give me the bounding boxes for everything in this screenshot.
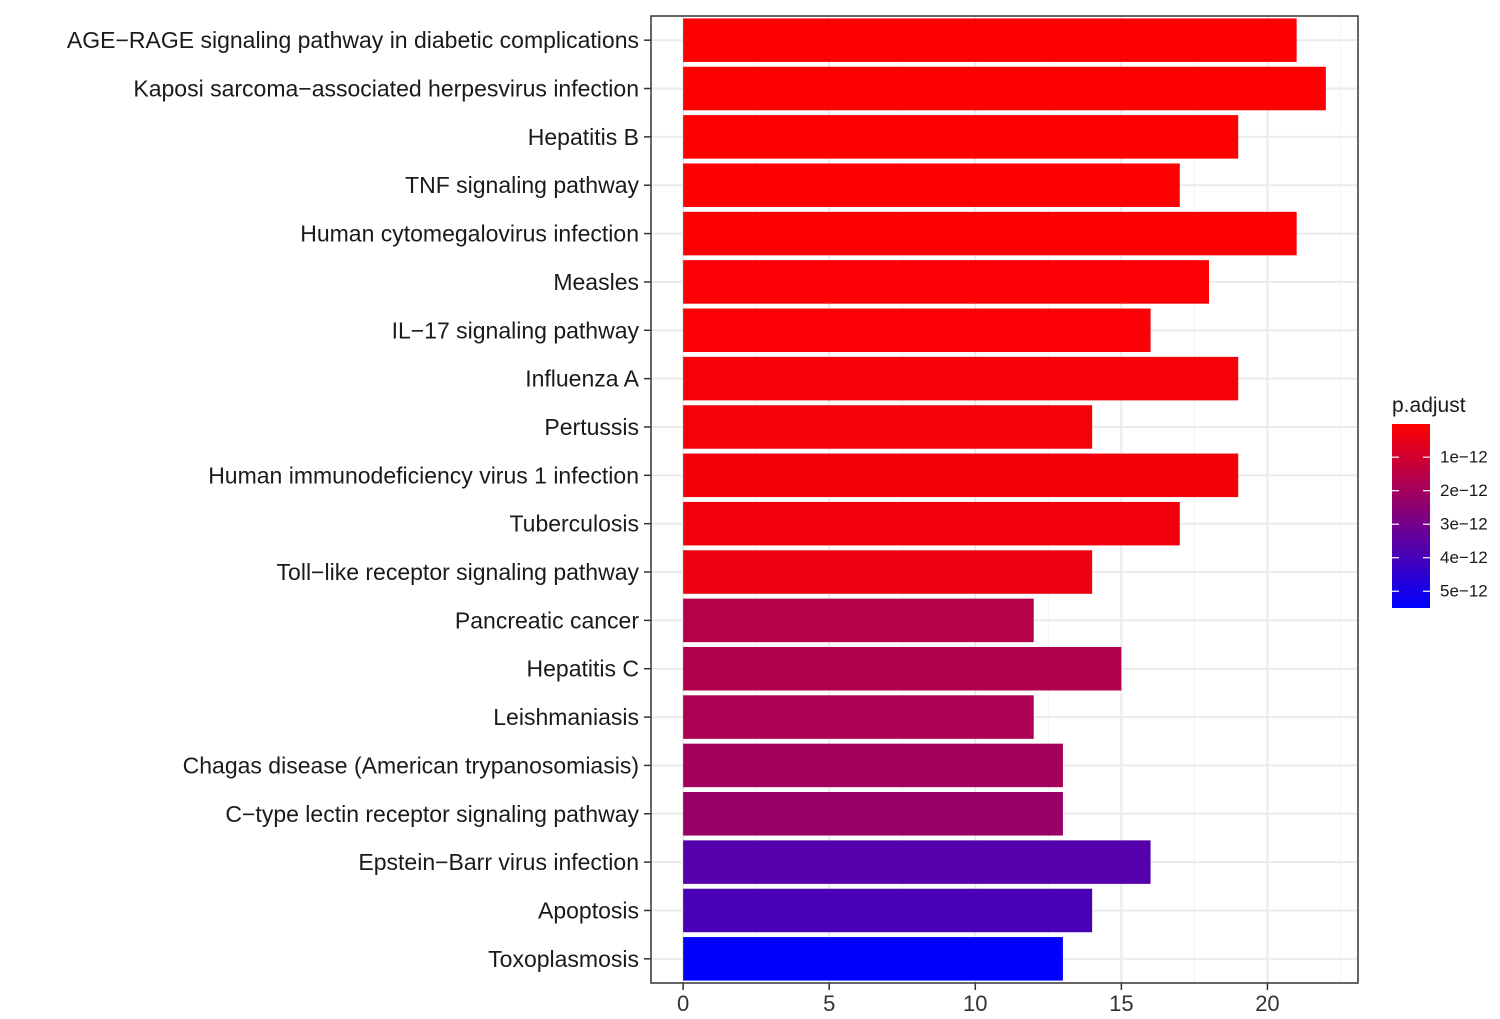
- category-label: IL−17 signaling pathway: [392, 317, 640, 343]
- bar: [683, 115, 1239, 159]
- category-label: Apoptosis: [538, 897, 639, 923]
- legend-tick-label: 5e−12: [1440, 582, 1488, 601]
- category-label: Hepatitis C: [527, 656, 639, 682]
- bar: [683, 937, 1063, 981]
- category-label: C−type lectin receptor signaling pathway: [225, 801, 639, 827]
- x-tick-label: 5: [823, 991, 835, 1016]
- category-label: Human immunodeficiency virus 1 infection: [208, 462, 639, 488]
- bar: [683, 211, 1297, 256]
- x-tick-label: 10: [963, 991, 987, 1016]
- bar: [683, 840, 1151, 884]
- category-label: Influenza A: [525, 366, 639, 392]
- category-label: AGE−RAGE signaling pathway in diabetic c…: [67, 27, 639, 53]
- x-tick-label: 15: [1109, 991, 1133, 1016]
- legend-title: p.adjust: [1392, 394, 1466, 417]
- x-tick-label: 0: [677, 991, 689, 1016]
- category-label: Epstein−Barr virus infection: [358, 849, 639, 875]
- y-axis-ticks: AGE−RAGE signaling pathway in diabetic c…: [67, 27, 651, 972]
- bar: [683, 501, 1180, 546]
- bar: [683, 792, 1063, 836]
- bar: [683, 163, 1180, 207]
- category-label: Chagas disease (American trypanosomiasis…: [183, 752, 639, 778]
- bar: [683, 66, 1326, 111]
- category-label: Measles: [553, 269, 639, 295]
- bars: [683, 18, 1326, 981]
- legend-tick-label: 1e−12: [1440, 448, 1488, 467]
- category-label: Toll−like receptor signaling pathway: [277, 559, 640, 585]
- x-tick-label: 20: [1255, 991, 1279, 1016]
- plot-panel-border: [650, 15, 1359, 984]
- bar: [683, 598, 1034, 643]
- legend-tick-label: 4e−12: [1440, 548, 1488, 567]
- bar: [683, 695, 1034, 739]
- color-legend: p.adjust 1e−12 2e−12 3e−12 4e−12 5e−12: [1392, 394, 1488, 608]
- bar: [683, 646, 1122, 691]
- legend-tick-label: 3e−12: [1440, 515, 1488, 534]
- category-label: Pertussis: [544, 414, 639, 440]
- bar: [683, 308, 1151, 353]
- category-label: Tuberculosis: [509, 511, 639, 537]
- legend-colorbar: [1392, 424, 1430, 608]
- category-label: Pancreatic cancer: [455, 607, 639, 633]
- category-label: Kaposi sarcoma−associated herpesvirus in…: [133, 76, 639, 102]
- grid-lines: [651, 16, 1358, 983]
- bar: [683, 888, 1093, 933]
- legend-tick-label: 2e−12: [1440, 481, 1488, 500]
- category-label: Leishmaniasis: [493, 704, 639, 730]
- category-label: Hepatitis B: [528, 124, 639, 150]
- bar: [683, 405, 1093, 449]
- category-label: Human cytomegalovirus infection: [300, 221, 639, 247]
- x-axis-ticks: 0 5 10 15 20: [677, 983, 1280, 1016]
- bar: [683, 18, 1297, 62]
- bar: [683, 550, 1093, 594]
- bar: [683, 743, 1063, 788]
- category-label: TNF signaling pathway: [405, 172, 639, 198]
- bar: [683, 453, 1239, 498]
- bar: [683, 356, 1239, 401]
- bar: [683, 260, 1210, 304]
- category-label: Toxoplasmosis: [488, 946, 639, 972]
